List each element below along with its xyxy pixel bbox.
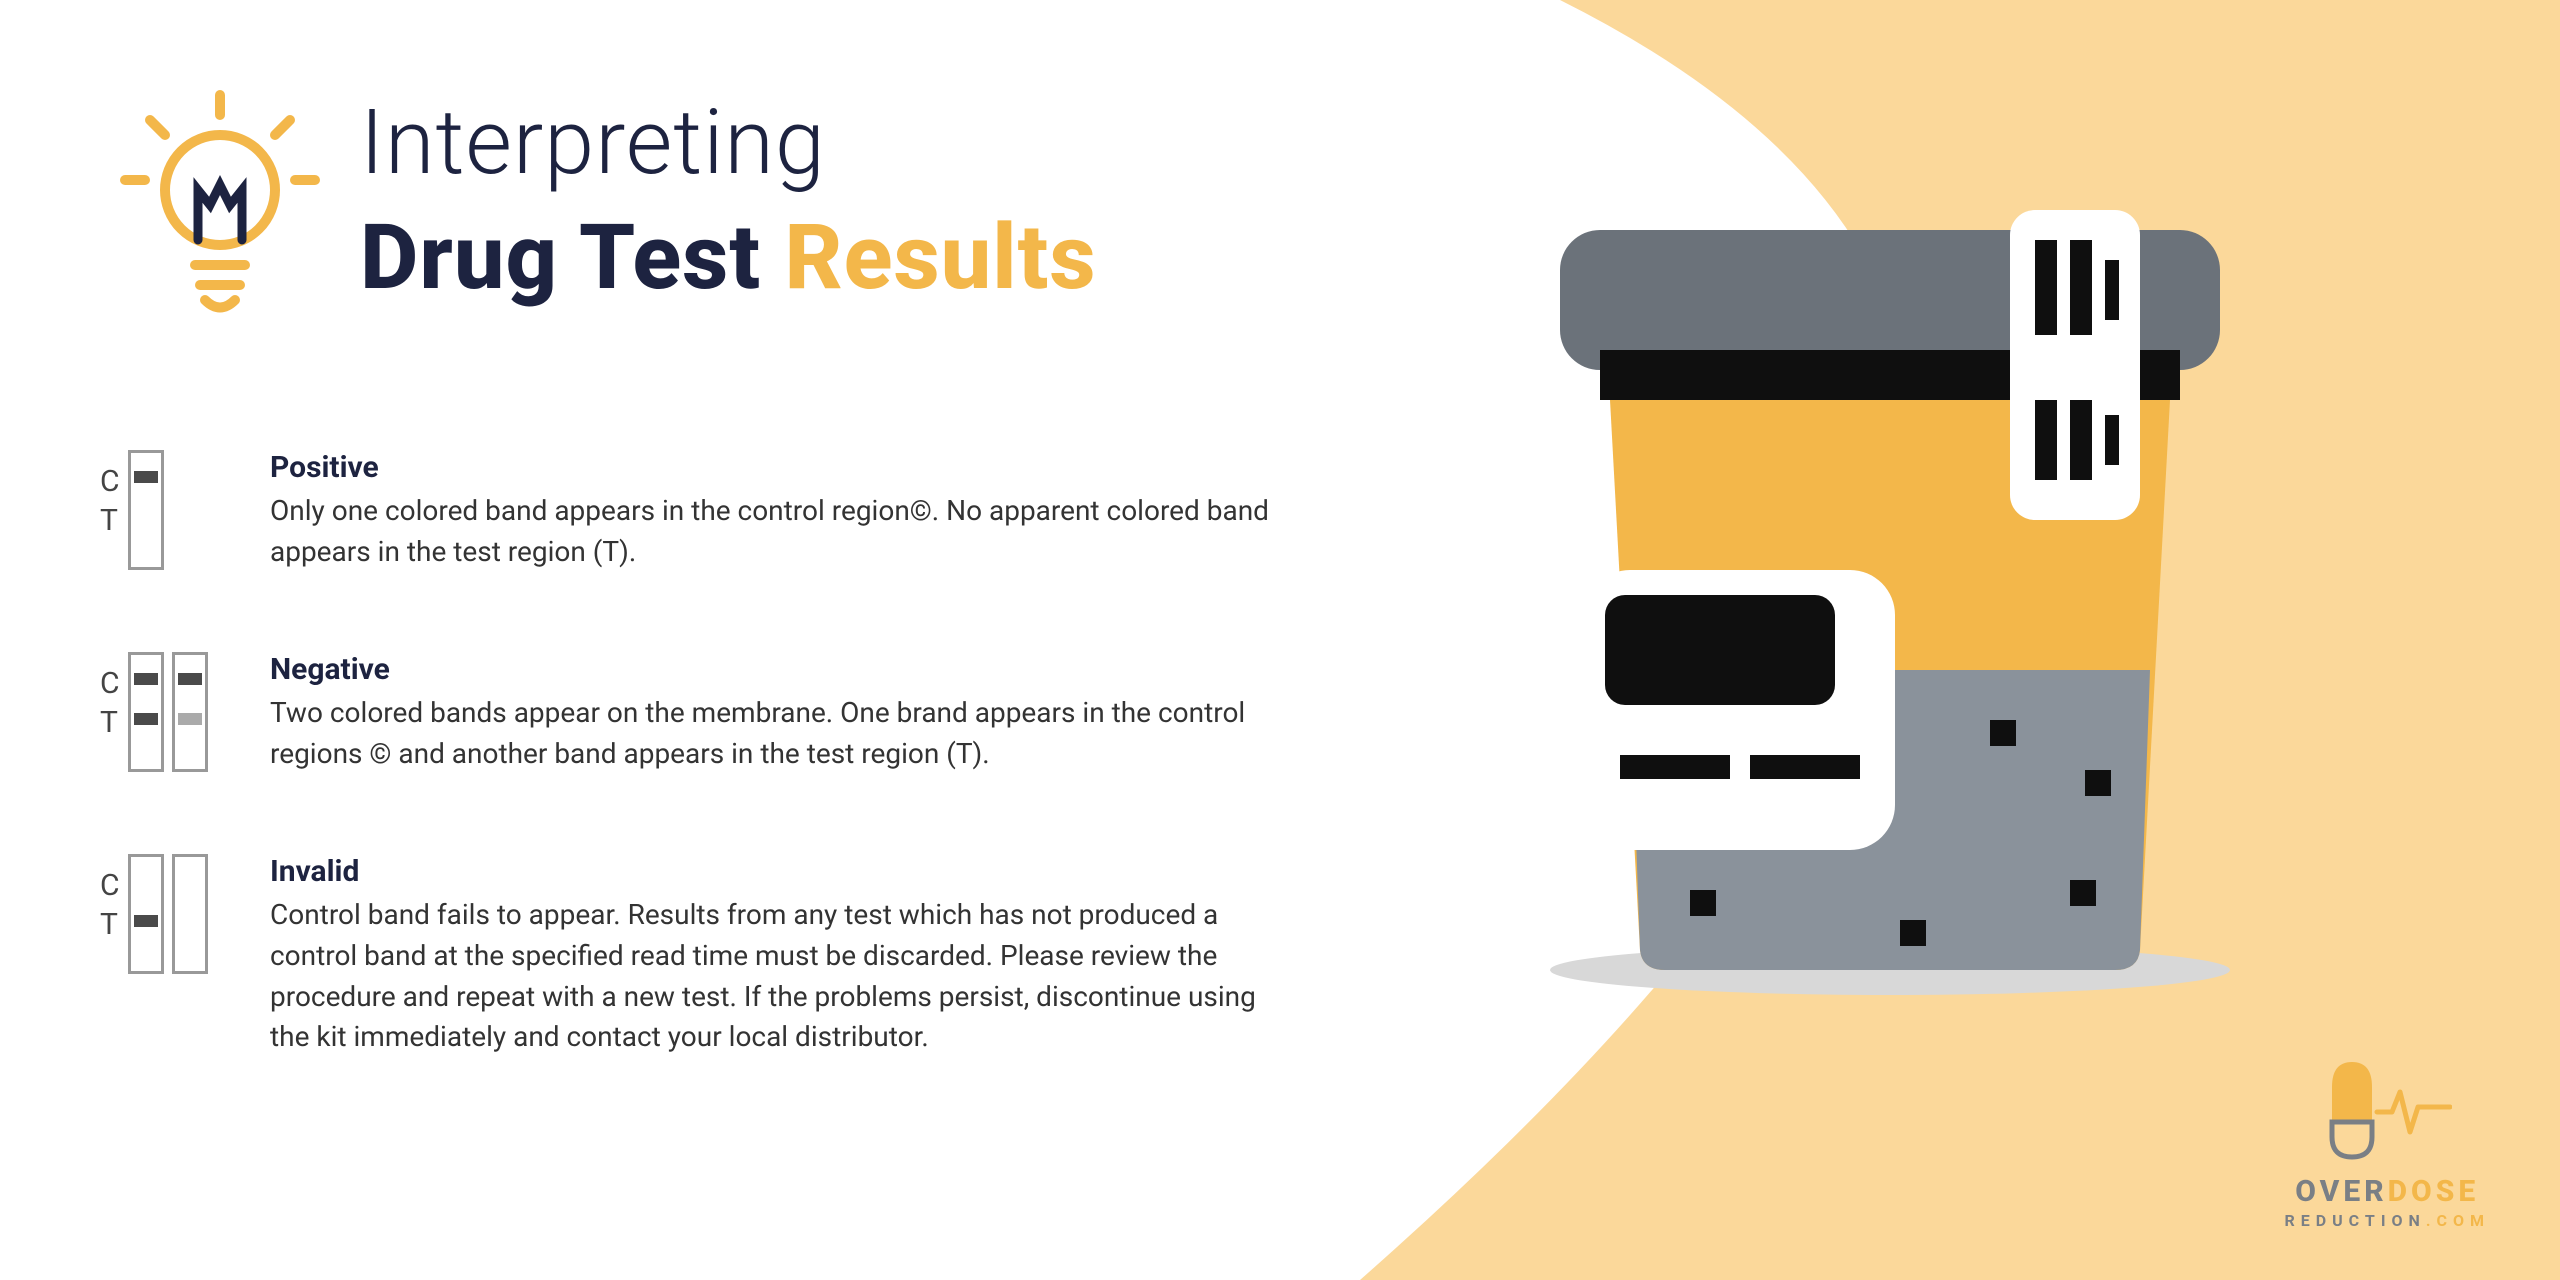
header: Interpreting Drug Test Results <box>120 90 1097 320</box>
test-band <box>134 713 158 725</box>
title-line2: Drug Test Results <box>360 205 1097 310</box>
label-c: C <box>100 664 120 703</box>
label-c: C <box>100 866 120 905</box>
result-heading: Negative <box>270 652 1300 687</box>
lightbulb-icon <box>120 90 320 320</box>
test-strip <box>128 854 164 974</box>
title-block: Interpreting Drug Test Results <box>360 90 1097 310</box>
logo-text: OVERDOSE <box>2284 1174 2490 1209</box>
result-heading: Positive <box>270 450 1300 485</box>
result-description: Control band fails to appear. Results fr… <box>270 895 1300 1057</box>
test-band <box>178 713 202 725</box>
specimen-cup-icon <box>1500 200 2280 1000</box>
result-description: Two colored bands appear on the membrane… <box>270 693 1300 774</box>
brand-logo: OVERDOSE REDUCTION.COM <box>2284 1052 2490 1230</box>
result-heading: Invalid <box>270 854 1300 889</box>
control-band <box>178 673 202 685</box>
logo-subtext: REDUCTION.COM <box>2284 1211 2490 1230</box>
test-strip <box>172 652 208 772</box>
result-description: Only one colored band appears in the con… <box>270 491 1300 572</box>
test-strip <box>172 854 208 974</box>
control-band <box>134 471 158 483</box>
title-line1: Interpreting <box>360 90 1097 195</box>
pill-icon <box>2322 1052 2452 1162</box>
result-negative: C T Negative Two colored bands appear on… <box>100 652 1300 774</box>
strip-group-positive: C T <box>100 450 240 570</box>
label-t: T <box>100 501 120 540</box>
label-t: T <box>100 703 120 742</box>
label-c: C <box>100 462 120 501</box>
test-strip <box>128 652 164 772</box>
results-list: C T Positive Only one colored band appea… <box>100 450 1300 1058</box>
test-band <box>134 915 158 927</box>
control-band <box>134 673 158 685</box>
label-t: T <box>100 905 120 944</box>
test-strip <box>128 450 164 570</box>
strip-group-invalid: C T <box>100 854 240 974</box>
strip-group-negative: C T <box>100 652 240 772</box>
result-positive: C T Positive Only one colored band appea… <box>100 450 1300 572</box>
result-invalid: C T Invalid Control band fails to appear… <box>100 854 1300 1057</box>
